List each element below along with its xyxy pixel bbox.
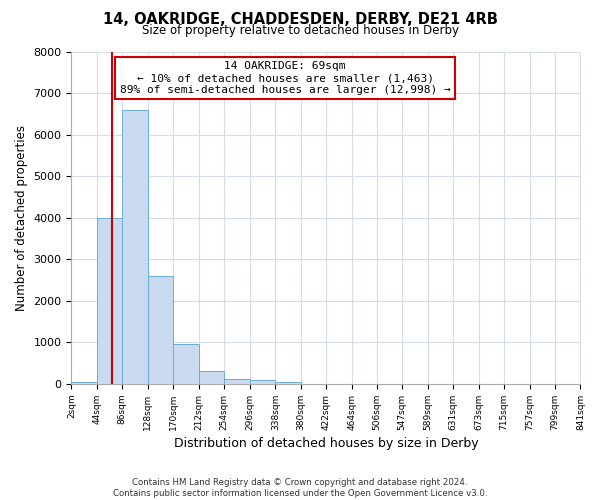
Text: Size of property relative to detached houses in Derby: Size of property relative to detached ho… (142, 24, 458, 37)
Bar (97, 218, 122, 384)
Bar (199, 370, 224, 384)
Bar (122, 110, 148, 384)
Bar (275, 382, 301, 384)
Y-axis label: Number of detached properties: Number of detached properties (15, 124, 28, 310)
Text: 14 OAKRIDGE: 69sqm
← 10% of detached houses are smaller (1,463)
89% of semi-deta: 14 OAKRIDGE: 69sqm ← 10% of detached hou… (120, 62, 451, 94)
X-axis label: Distribution of detached houses by size in Derby: Distribution of detached houses by size … (173, 437, 478, 450)
Bar (224, 379, 250, 384)
Bar (148, 276, 173, 384)
Text: 14, OAKRIDGE, CHADDESDEN, DERBY, DE21 4RB: 14, OAKRIDGE, CHADDESDEN, DERBY, DE21 4R… (103, 12, 497, 26)
Bar (250, 380, 275, 384)
Bar (71, 382, 97, 384)
Text: Contains HM Land Registry data © Crown copyright and database right 2024.
Contai: Contains HM Land Registry data © Crown c… (113, 478, 487, 498)
Bar (173, 344, 199, 384)
